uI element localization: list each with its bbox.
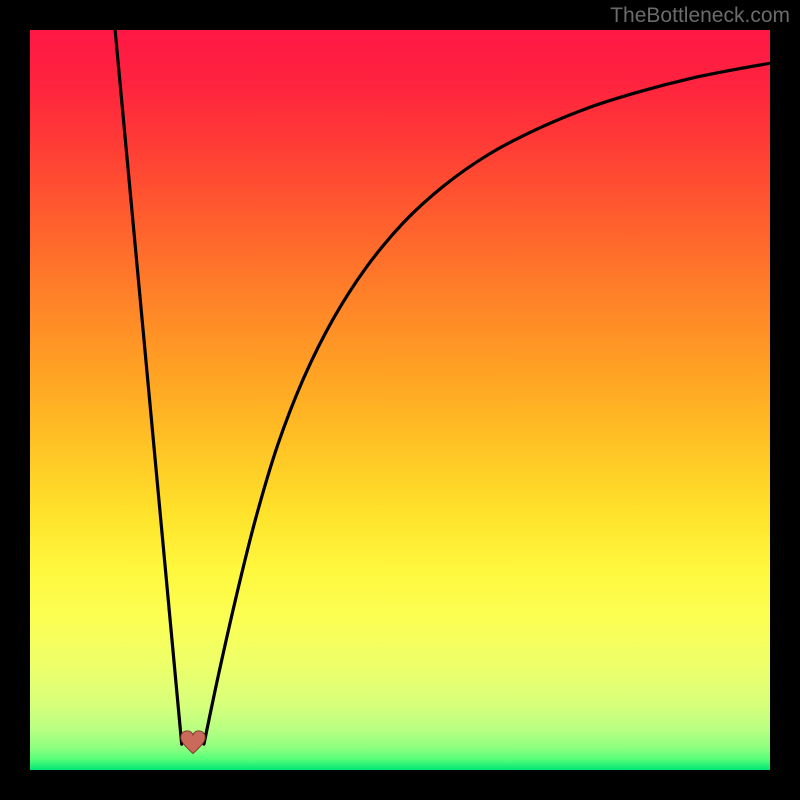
heart-marker xyxy=(180,730,206,756)
curve-right-branch xyxy=(204,63,770,744)
curve-layer xyxy=(30,30,770,770)
curve-left-branch xyxy=(115,30,182,744)
chart-container: TheBottleneck.com xyxy=(0,0,800,800)
attribution-text: TheBottleneck.com xyxy=(610,4,790,28)
plot-area xyxy=(30,30,770,770)
